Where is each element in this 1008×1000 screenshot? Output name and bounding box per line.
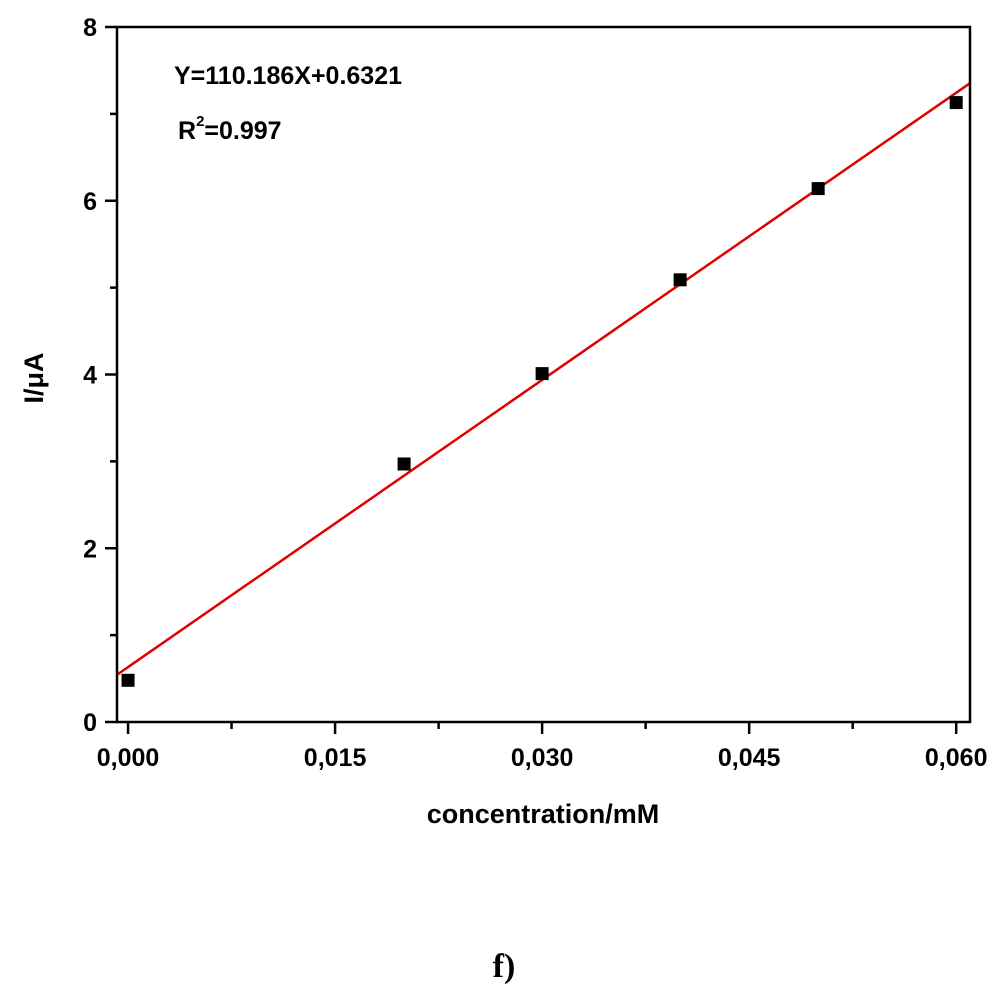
data-point bbox=[949, 96, 963, 110]
r-squared-base: R bbox=[178, 117, 196, 145]
data-point bbox=[811, 182, 825, 196]
data-point bbox=[121, 673, 135, 687]
y-tick-label: 2 bbox=[83, 535, 97, 563]
y-tick-label: 4 bbox=[83, 362, 97, 390]
x-tick-label: 0,045 bbox=[718, 744, 781, 772]
x-tick-label: 0,030 bbox=[511, 744, 574, 772]
r-squared-superscript: 2 bbox=[196, 113, 204, 130]
x-tick-label: 0,060 bbox=[925, 744, 988, 772]
x-axis-title: concentration/mM bbox=[427, 799, 660, 829]
r-squared: R2=0.997 bbox=[178, 113, 282, 145]
y-tick-label: 0 bbox=[83, 709, 97, 737]
plot-frame bbox=[115, 25, 972, 724]
data-points bbox=[121, 96, 963, 687]
y-axis-title: I/μA bbox=[19, 352, 49, 403]
y-tick-label: 6 bbox=[83, 188, 97, 216]
fit-equation: Y=110.186X+0.6321 bbox=[174, 62, 402, 90]
y-tick-label: 8 bbox=[83, 14, 97, 42]
x-tick-label: 0,015 bbox=[304, 744, 367, 772]
r-squared-value: =0.997 bbox=[204, 117, 281, 145]
data-point bbox=[397, 457, 411, 471]
panel-label: f) bbox=[492, 948, 516, 985]
data-point bbox=[535, 367, 549, 381]
tick-labels: 0,000 0,015 0,030 0,045 0,060 0 2 4 6 8 bbox=[83, 14, 987, 772]
data-point bbox=[673, 273, 687, 287]
x-tick-label: 0,000 bbox=[97, 744, 160, 772]
